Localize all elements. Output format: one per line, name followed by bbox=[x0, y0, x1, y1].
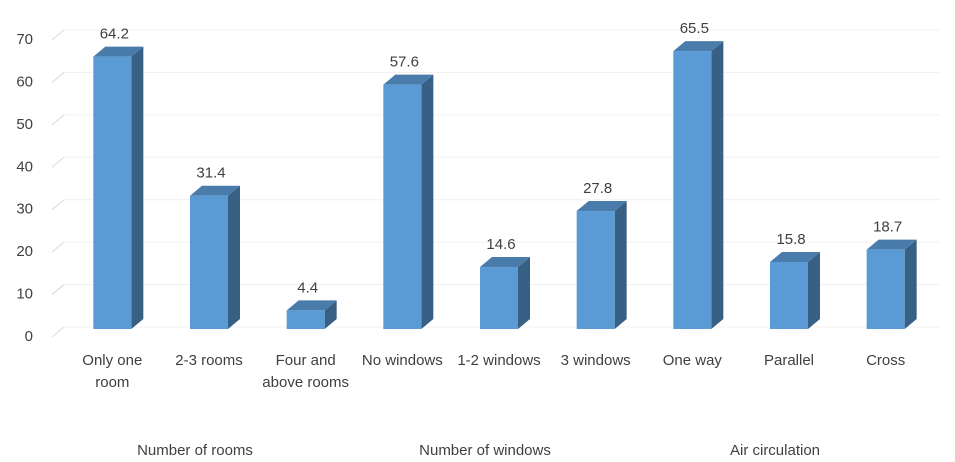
x-tick-label: Only one room bbox=[82, 352, 143, 391]
value-label: 57.6 bbox=[390, 54, 419, 71]
bar-top bbox=[383, 74, 434, 85]
bar-side bbox=[614, 201, 627, 329]
value-label: 65.5 bbox=[680, 20, 709, 37]
bar-top bbox=[93, 46, 144, 57]
bar-side bbox=[904, 239, 917, 329]
bar-top bbox=[190, 185, 240, 196]
y-tick-label: 30 bbox=[16, 201, 33, 218]
y-tick-label: 60 bbox=[16, 73, 33, 90]
y-tick-label: 40 bbox=[16, 158, 33, 175]
bar-side bbox=[711, 41, 724, 329]
grid-line bbox=[51, 156, 65, 168]
bar bbox=[480, 267, 518, 329]
bar-side bbox=[131, 46, 144, 329]
bar bbox=[190, 195, 228, 329]
grid-line bbox=[51, 114, 65, 126]
bar-side bbox=[421, 74, 434, 330]
value-label: 64.2 bbox=[100, 26, 129, 43]
value-label: 4.4 bbox=[297, 279, 318, 296]
y-tick-label: 20 bbox=[16, 243, 33, 260]
bar-side bbox=[518, 257, 530, 329]
y-tick-label: 0 bbox=[25, 328, 33, 345]
x-tick-label: Parallel bbox=[763, 352, 815, 369]
bar-top bbox=[866, 239, 917, 250]
bar-top bbox=[286, 300, 337, 311]
bar bbox=[93, 56, 132, 329]
bar-side bbox=[324, 300, 337, 329]
y-tick-label: 50 bbox=[16, 116, 33, 133]
grid-line bbox=[51, 199, 65, 211]
group-label: Number of windows bbox=[419, 442, 551, 459]
bar bbox=[286, 310, 325, 329]
bar-top bbox=[576, 201, 627, 212]
grid-line bbox=[51, 284, 65, 295]
x-tick-label: Cross bbox=[866, 352, 906, 369]
value-label: 15.8 bbox=[776, 231, 805, 248]
bar-side bbox=[808, 251, 820, 329]
grid-line bbox=[51, 326, 65, 338]
bar bbox=[866, 249, 905, 329]
value-label: 27.8 bbox=[583, 180, 612, 197]
x-tick-label: No windows bbox=[361, 352, 443, 369]
x-tick-label: 2-3 rooms bbox=[175, 352, 243, 369]
x-tick-label: One way bbox=[662, 352, 722, 369]
bar-top bbox=[480, 257, 530, 268]
grid-line bbox=[51, 29, 65, 41]
bar-top bbox=[770, 251, 820, 262]
x-tick-label: 3 windows bbox=[560, 352, 631, 369]
x-tick-label: 1-2 windows bbox=[457, 352, 541, 369]
value-label: 31.4 bbox=[196, 165, 225, 182]
grid-line bbox=[51, 72, 65, 83]
value-label: 14.6 bbox=[486, 236, 515, 253]
group-label: Air circulation bbox=[729, 442, 821, 459]
y-tick-label: 10 bbox=[16, 286, 33, 303]
bar bbox=[770, 261, 808, 329]
group-label: Number of rooms bbox=[137, 442, 253, 459]
x-tick-label: Four and above rooms bbox=[262, 352, 350, 391]
bar-side bbox=[228, 185, 240, 329]
grid-line bbox=[51, 241, 65, 253]
bar bbox=[383, 84, 422, 330]
y-tick-label: 70 bbox=[16, 31, 33, 48]
bar-top bbox=[673, 41, 724, 52]
bar bbox=[673, 51, 712, 329]
bar bbox=[576, 211, 615, 329]
value-label: 18.7 bbox=[873, 219, 902, 236]
